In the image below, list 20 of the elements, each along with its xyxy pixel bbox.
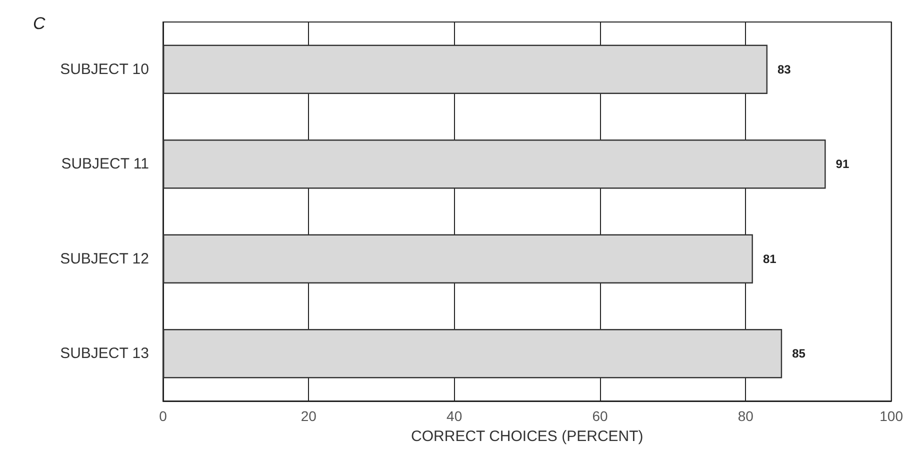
y-tick-label: SUBJECT 13 — [60, 345, 149, 362]
data-label: 91 — [836, 157, 850, 172]
x-tick-label: 60 — [592, 408, 608, 424]
bar — [163, 234, 753, 284]
x-axis-title: CORRECT CHOICES (PERCENT) — [411, 428, 644, 445]
x-tick-label: 40 — [446, 408, 462, 424]
bar — [163, 328, 782, 378]
bar — [163, 44, 768, 94]
x-tick-label: 20 — [300, 408, 317, 424]
data-label: 81 — [762, 252, 777, 266]
y-tick-label: SUBJECT 11 — [61, 156, 149, 173]
data-label: 83 — [778, 62, 792, 76]
x-tick-label: 0 — [159, 408, 168, 424]
x-tick-label: 80 — [738, 408, 754, 424]
x-tick-label: 100 — [880, 408, 904, 424]
y-tick-label: SUBJECT 10 — [60, 60, 149, 78]
bar — [163, 139, 826, 189]
chart-title: C — [33, 14, 46, 33]
y-tick-label: SUBJECT 12 — [60, 250, 149, 268]
data-label: 85 — [792, 346, 806, 361]
